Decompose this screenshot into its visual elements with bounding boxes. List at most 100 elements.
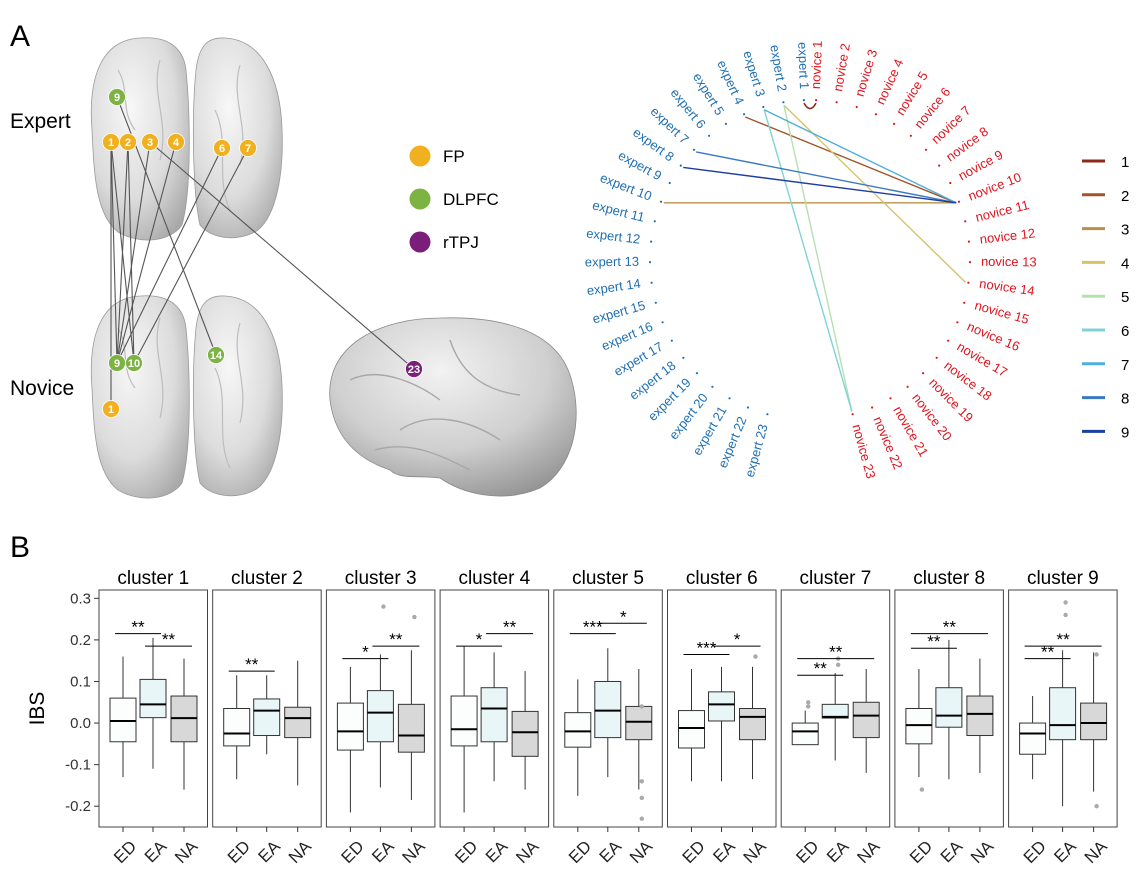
expert-channel-dot [802, 99, 806, 102]
panel-b-letter: B [10, 531, 30, 564]
significance-label: ** [943, 618, 957, 637]
x-tick-label: ED [224, 837, 254, 867]
y-tick-label: -0.1 [65, 757, 91, 774]
box [253, 698, 281, 737]
cluster-panel-title: cluster 2 [231, 568, 303, 589]
box [708, 691, 735, 722]
significance-label: ** [131, 618, 145, 637]
expert-node-marker [213, 139, 231, 157]
expert-channel-dot [692, 148, 696, 151]
cluster-legend-label: 6 [1121, 323, 1129, 340]
expert-node-marker [108, 88, 126, 106]
novice-channel-dot [924, 148, 928, 151]
expert-channel-label: expert 11 [591, 197, 646, 224]
expert-channel-dot [743, 113, 746, 116]
cluster-link [763, 109, 957, 204]
cluster-legend-label: 3 [1121, 222, 1129, 239]
expert-group-label: Expert [10, 110, 71, 133]
novice-channel-dot [909, 134, 913, 137]
cluster-panel-title: cluster 3 [345, 568, 417, 589]
novice-node-label: 23 [408, 364, 420, 376]
cluster-panel: cluster 9 ED EA NA **** [1008, 568, 1118, 867]
expert-channel-dot [782, 101, 785, 104]
significance-label: ** [814, 659, 828, 678]
x-tick-label: EA [1050, 836, 1080, 866]
expert-brain-right-hemisphere [192, 37, 283, 239]
expert-channel-dot [654, 301, 657, 304]
outlier-point [806, 704, 811, 709]
significance-label: ** [829, 643, 843, 662]
region-legend-label: DLPFC [443, 190, 499, 209]
x-tick-label: ED [679, 837, 709, 867]
box [223, 708, 251, 747]
x-tick-label: ED [565, 837, 595, 867]
expert-node-label: 6 [219, 143, 225, 155]
significance-label: ** [245, 655, 259, 674]
x-tick-label: NA [285, 836, 316, 867]
region-legend-swatch [409, 145, 431, 167]
significance-label: ** [1056, 630, 1070, 649]
box [139, 678, 167, 719]
cluster-panel-title: cluster 5 [572, 568, 644, 589]
expert-channel-dot [746, 406, 750, 409]
novice-channel-dot [922, 372, 925, 375]
y-tick-label: 0.3 [70, 590, 91, 607]
cluster-panel-title: cluster 1 [117, 568, 189, 589]
expert-channel-dot [728, 397, 731, 400]
novice-channel-dot [889, 397, 892, 400]
box [625, 705, 653, 741]
cluster-panel: cluster 6ED EA NA*** * [667, 568, 777, 867]
brain-link [110, 141, 118, 364]
novice-channel-label: novice 1 [808, 40, 825, 89]
brain-link [116, 141, 177, 364]
expert-channel-dot [650, 281, 653, 284]
box [594, 680, 622, 739]
novice-channel-label: novice 12 [979, 225, 1036, 246]
region-legend-swatch [409, 231, 431, 253]
significance-label: *** [697, 638, 717, 657]
x-tick-label: NA [626, 836, 657, 867]
cluster-panel: cluster 2 ED EA NA ** [212, 568, 322, 867]
novice-channel-dot [893, 122, 896, 125]
outlier-point [412, 614, 417, 620]
box [905, 708, 933, 745]
significance-label: * [734, 630, 741, 649]
expert-channel-dot [679, 164, 682, 167]
novice-channel-dot [963, 301, 966, 304]
box [480, 687, 508, 743]
novice-node-marker [207, 346, 225, 364]
outlier-point [381, 604, 386, 609]
y-tick-label: 0.2 [70, 632, 91, 649]
cluster-panel: cluster 4ED EA NA*** [439, 568, 550, 867]
outlier-point [639, 795, 644, 801]
region-legend: FP DLPFC rTPJ [409, 145, 499, 253]
box [791, 722, 819, 746]
box [511, 710, 539, 757]
cluster-panel-title: cluster 8 [913, 568, 985, 589]
x-tick-label: ED [1020, 837, 1050, 867]
box [739, 708, 766, 741]
novice-channel-dot [956, 321, 959, 324]
novice-channel-label: novice 3 [852, 48, 880, 99]
outlier-point [836, 662, 841, 668]
box [1049, 687, 1077, 741]
novice-channel-label: novice 14 [978, 276, 1035, 299]
novice-channel-dot [964, 220, 967, 223]
cluster-panel: cluster 8 ED EA NA **** [894, 568, 1004, 867]
cluster-legend-label: 4 [1121, 255, 1129, 272]
cluster-legend-label: 1 [1121, 154, 1129, 171]
cluster-panel: cluster 5ED EA NA**** [553, 568, 663, 867]
brain-link [116, 147, 223, 364]
region-legend-label: rTPJ [443, 233, 479, 252]
box [966, 695, 994, 737]
outlier-point [1094, 804, 1099, 809]
expert-node-marker [239, 139, 257, 157]
expert-channel-dot [695, 372, 699, 375]
box [450, 695, 478, 747]
novice-channel-dot [967, 240, 971, 243]
significance-label: ** [389, 630, 403, 649]
cluster-panel-title: cluster 6 [686, 568, 758, 589]
novice-node-label: 14 [210, 350, 223, 362]
